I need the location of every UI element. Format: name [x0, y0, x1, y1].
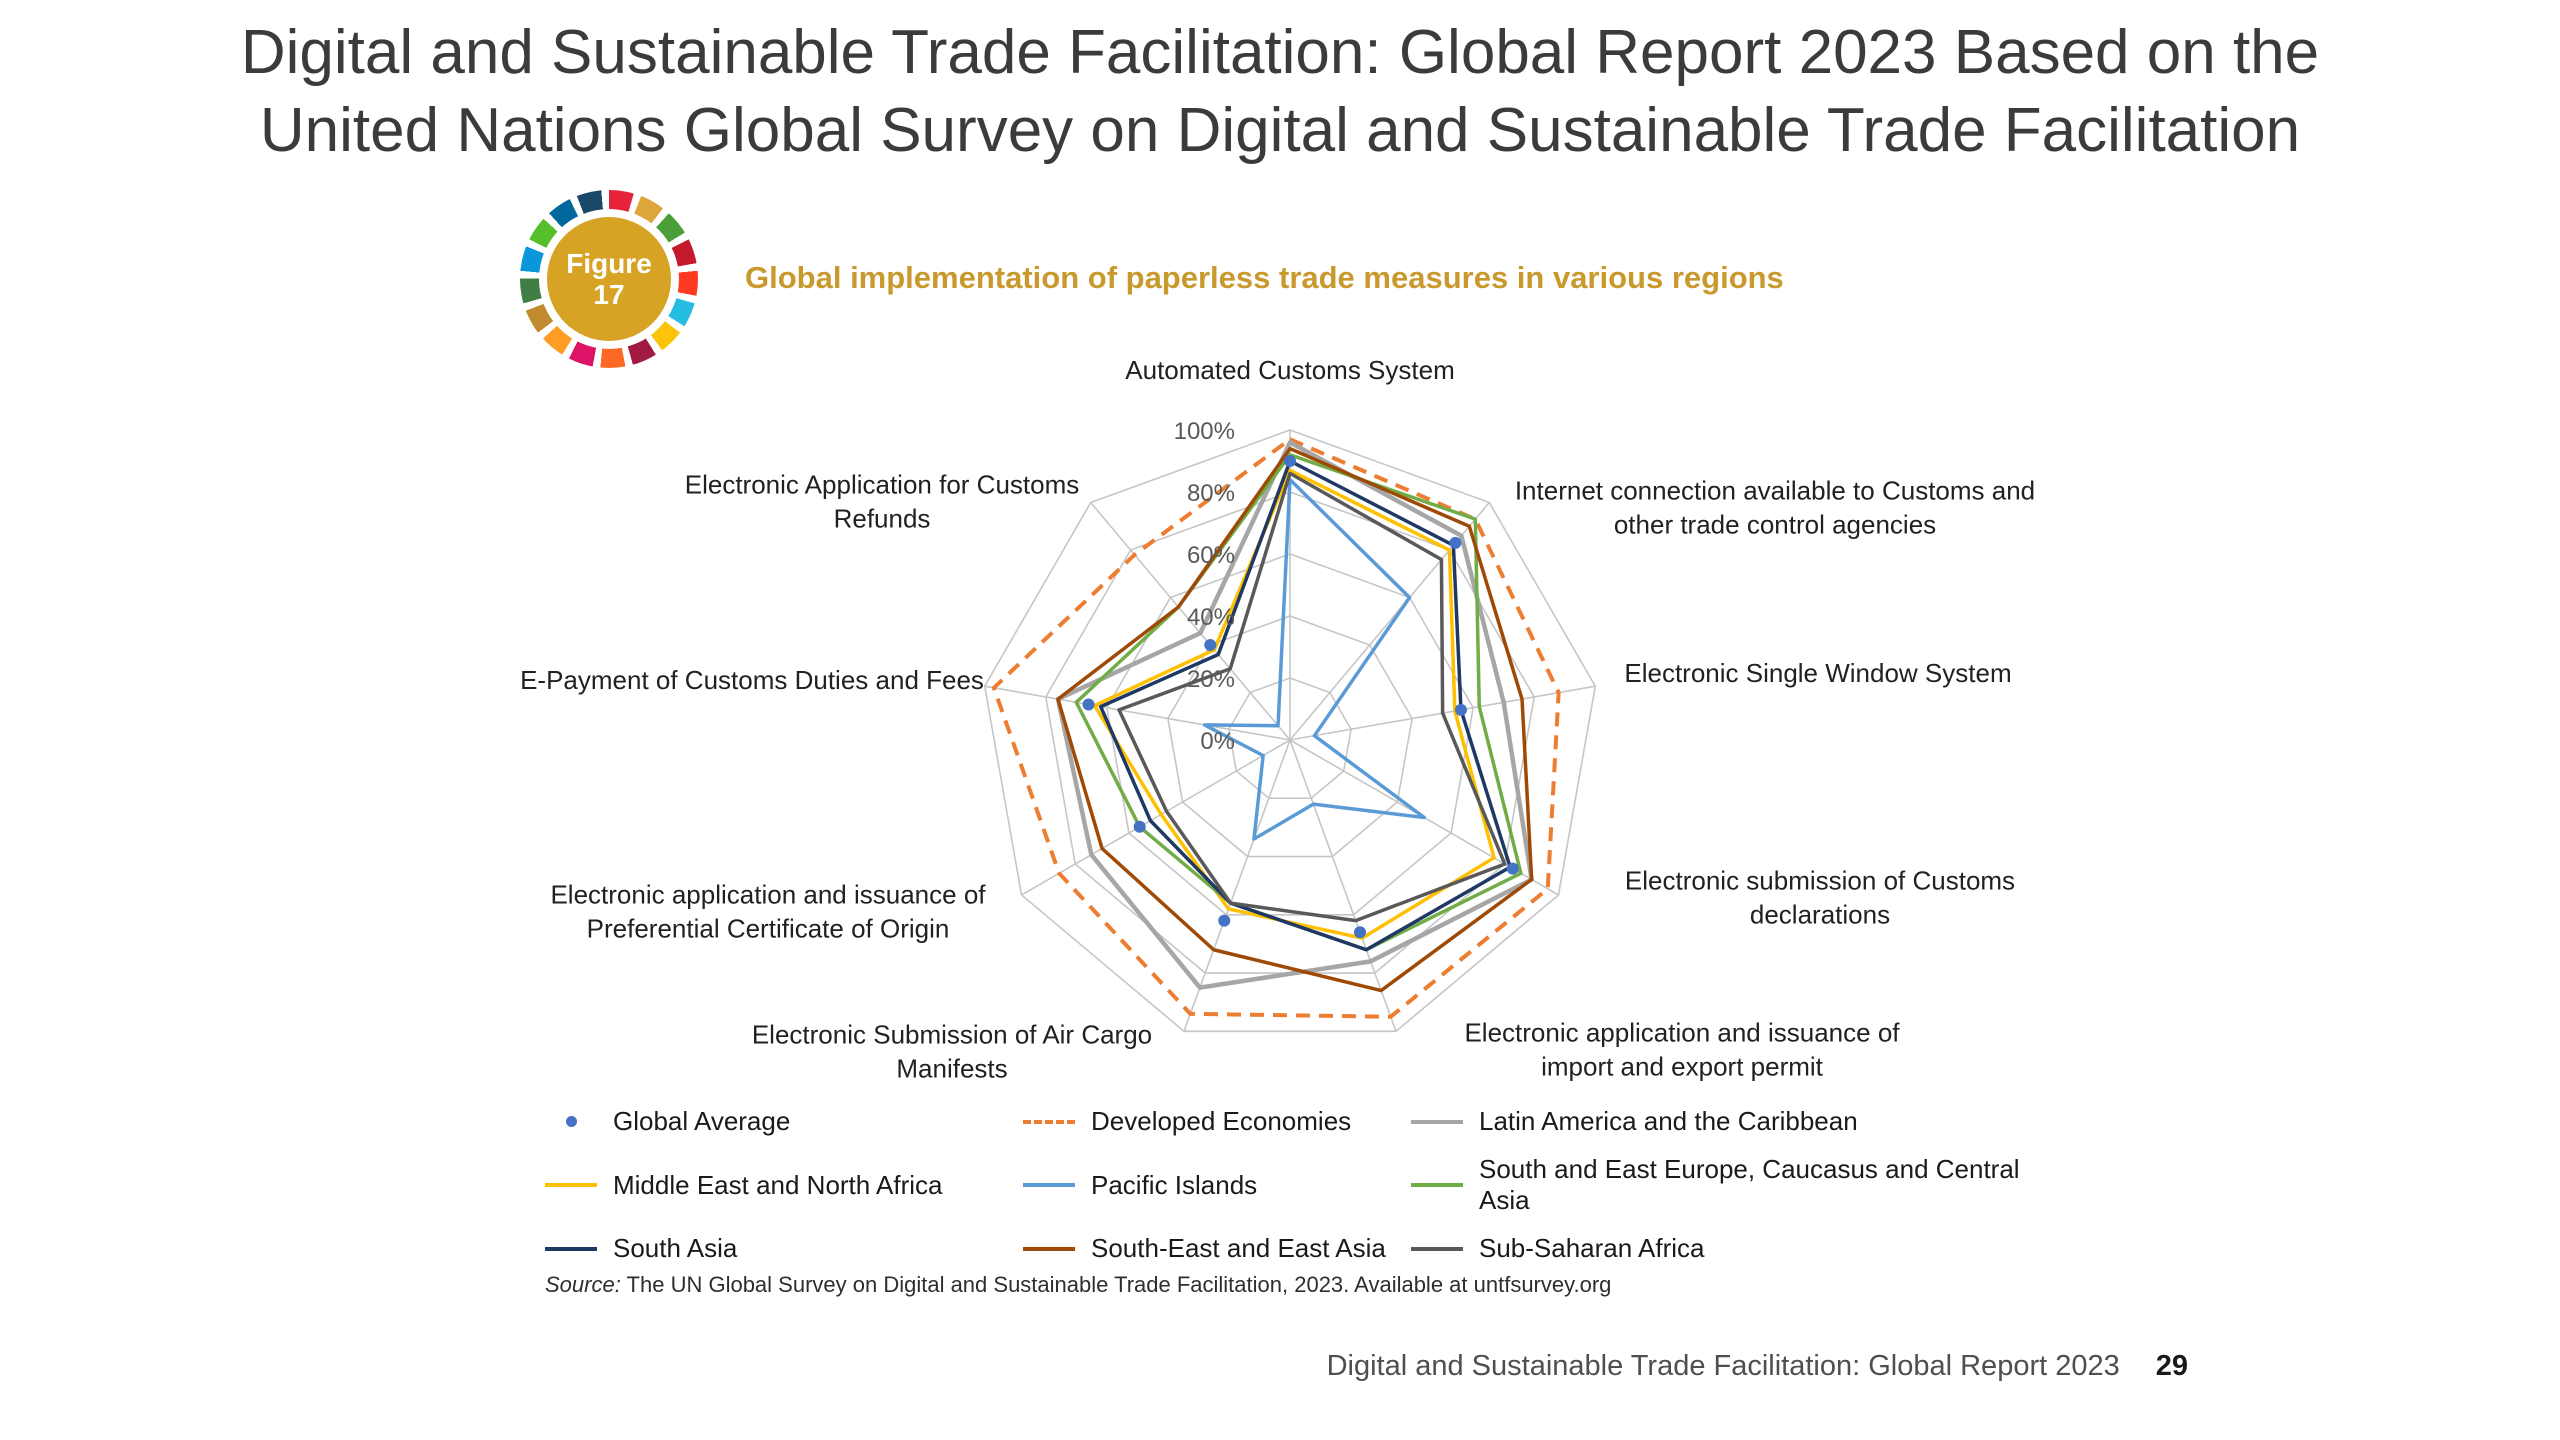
- legend-label: South-East and East Asia: [1091, 1233, 1386, 1263]
- figure-badge-number: 17: [593, 279, 625, 310]
- axis-label-electronic-submission-of-air-cargo-manifests: Electronic Submission of Air Cargo Manif…: [751, 1019, 1153, 1084]
- legend-swatch-shape: [1023, 1183, 1075, 1187]
- tick-label: 100%: [1174, 418, 1235, 445]
- legend-label: Pacific Islands: [1091, 1169, 1258, 1200]
- axis-label-automated-customs-system: Automated Customs System: [1125, 354, 1455, 385]
- axis-label-electronic-application-for-customs-refunds: Electronic Application for Customs Refun…: [684, 469, 1080, 534]
- legend-swatch-solid: [1411, 1114, 1463, 1130]
- figure-badge-label: Figure 17: [547, 217, 671, 341]
- legend-swatch-shape: [1023, 1246, 1075, 1251]
- legend-item-south-and-east-europe-caucasus-and-central-asia: South and East Europe, Caucasus and Cent…: [1411, 1154, 2071, 1216]
- legend-item-sub-saharan-africa: Sub-Saharan Africa: [1411, 1233, 2071, 1264]
- series-point-global-average: [1204, 639, 1217, 652]
- tick-label: 0%: [1200, 728, 1235, 755]
- page-title-line1: Digital and Sustainable Trade Facilitati…: [240, 18, 2320, 87]
- series-point-global-average: [1454, 703, 1467, 716]
- legend-item-south-east-and-east-asia: South-East and East Asia: [1023, 1233, 1411, 1264]
- page-footer: Digital and Sustainable Trade Facilitati…: [1327, 1350, 2188, 1383]
- grid-spoke: [1183, 739, 1291, 1032]
- figure-badge-word: Figure: [566, 247, 652, 279]
- source-text: The UN Global Survey on Digital and Sust…: [620, 1272, 1612, 1297]
- tick-label: 40%: [1187, 604, 1235, 631]
- legend-swatch-solid: [1023, 1177, 1075, 1193]
- figure-badge-sdg-ring-icon: Figure 17: [520, 190, 698, 368]
- axis-label-electronic-single-window-system: Electronic Single Window System: [1624, 657, 2012, 688]
- series-latin-america-and-the-caribbean: [1055, 440, 1534, 990]
- axis-label-e-payment-of-customs-duties-and-fees: E-Payment of Customs Duties and Fees: [520, 664, 984, 695]
- series-south-asia: [1098, 459, 1512, 952]
- legend-label: South and East Europe, Caucasus and Cent…: [1479, 1154, 2020, 1215]
- grid-ring: [983, 429, 1597, 1033]
- tick-label: 80%: [1187, 480, 1235, 507]
- series-point-global-average: [1353, 926, 1366, 939]
- series-point-global-average: [1284, 455, 1296, 467]
- legend-swatch-dots: [545, 1114, 597, 1130]
- axis-label-electronic-application-and-issuance-of-import-and-export-permit: Electronic application and issuance of i…: [1464, 1017, 1900, 1082]
- legend-swatch-solid: [545, 1241, 597, 1257]
- grid-ring: [1228, 677, 1352, 800]
- legend-item-developed-economies: Developed Economies: [1023, 1106, 1411, 1137]
- legend-swatch-solid: [1023, 1241, 1075, 1257]
- tick-label: 60%: [1187, 542, 1235, 569]
- legend-swatch-shape: [565, 1116, 577, 1127]
- tick-label: 20%: [1187, 666, 1235, 693]
- legend-swatch-solid: [1411, 1177, 1463, 1193]
- legend-swatch-shape: [1411, 1246, 1463, 1251]
- legend-swatch-shape: [1411, 1183, 1463, 1187]
- legend-swatch-dashed: [1023, 1114, 1075, 1130]
- legend-swatch-solid: [545, 1177, 597, 1193]
- grid-spoke: [984, 685, 1291, 741]
- series-point-global-average: [1218, 914, 1231, 927]
- grid-spoke: [1021, 739, 1291, 896]
- grid-spoke: [1090, 502, 1291, 741]
- legend-label: Global Average: [613, 1106, 791, 1136]
- grid-spoke: [1289, 739, 1397, 1032]
- legend-swatch-shape: [1023, 1119, 1075, 1124]
- legend-item-south-asia: South Asia: [545, 1233, 1023, 1264]
- page-number: 29: [2155, 1350, 2188, 1382]
- legend-label: South Asia: [613, 1233, 738, 1263]
- legend-swatch-solid: [1411, 1241, 1463, 1257]
- figure-title: Global implementation of paperless trade…: [745, 260, 1784, 295]
- legend-swatch-shape: [545, 1183, 597, 1187]
- series-point-global-average: [1133, 820, 1146, 833]
- legend-item-pacific-islands: Pacific Islands: [1023, 1154, 1411, 1216]
- footer-title: Digital and Sustainable Trade Facilitati…: [1326, 1350, 2120, 1382]
- series-pacific-islands: [1202, 477, 1426, 841]
- source-label: Source:: [545, 1272, 621, 1297]
- grid-ring: [1167, 615, 1413, 858]
- page-title: Digital and Sustainable Trade Facilitati…: [0, 14, 2560, 170]
- series-point-global-average: [1449, 536, 1462, 549]
- legend-label: Developed Economies: [1091, 1106, 1352, 1136]
- source-note: Source: The UN Global Survey on Digital …: [545, 1272, 1611, 1298]
- legend-item-latin-america-and-the-caribbean: Latin America and the Caribbean: [1411, 1106, 2071, 1137]
- series-sub-saharan-africa: [1117, 471, 1507, 923]
- radar-chart: 0% 20% 40% 60% 80% 100% Automated Customs Sys…: [520, 340, 2035, 1140]
- legend-label: Middle East and North Africa: [613, 1169, 943, 1200]
- legend-swatch-shape: [1411, 1119, 1463, 1124]
- chart-legend: Global Average Developed Economies Latin A…: [545, 1106, 2071, 1264]
- radar-svg: 0% 20% 40% 60% 80% 100%: [983, 418, 1597, 1033]
- series-developed-economies: [991, 437, 1561, 1019]
- legend-item-global-average: Global Average: [545, 1106, 1023, 1137]
- legend-item-middle-east-and-north-africa: Middle East and North Africa: [545, 1154, 1023, 1216]
- series-point-global-average: [1506, 862, 1519, 875]
- series-south-east-and-east-asia: [1056, 446, 1534, 993]
- legend-label: Latin America and the Caribbean: [1479, 1106, 1858, 1136]
- series-point-global-average: [1082, 698, 1095, 711]
- axis-label-internet-connection-available-to-customs-and-other-trade-control-agencies: Internet connection available to Customs…: [1514, 475, 2036, 540]
- axis-label-electronic-application-and-issuance-of-preferential-certificate-of-origin: Electronic application and issuance of P…: [550, 879, 986, 944]
- page-title-line2: United Nations Global Survey on Digital …: [259, 96, 2301, 166]
- legend-label: Sub-Saharan Africa: [1479, 1233, 1705, 1263]
- axis-label-electronic-submission-of-customs-declarations: Electronic submission of Customs declara…: [1624, 865, 2016, 930]
- legend-swatch-shape: [545, 1246, 597, 1251]
